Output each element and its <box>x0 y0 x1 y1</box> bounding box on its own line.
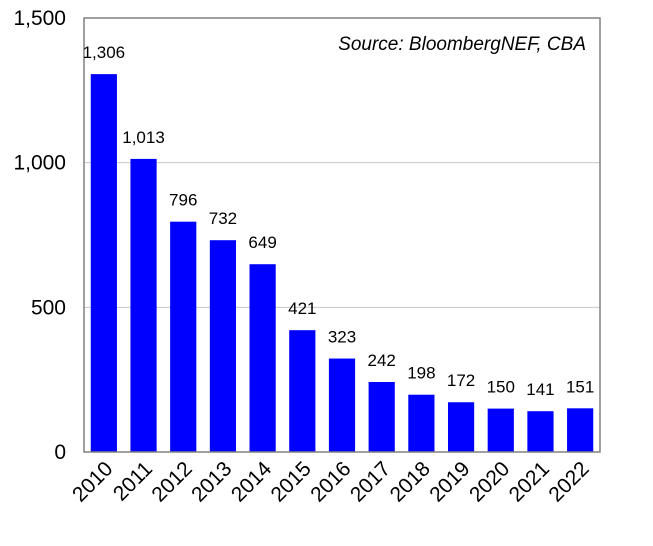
bar-2018 <box>408 394 435 452</box>
plot-frame <box>83 17 601 453</box>
data-labels: 1,306 1,013 796 732 649 421 323 242 198 172 150 141… <box>83 43 595 399</box>
data-label-2013: 732 <box>209 209 237 228</box>
bar-2022 <box>567 408 594 452</box>
bars <box>90 74 594 452</box>
x-tick-label: 2022 <box>544 457 593 506</box>
bar-2019 <box>447 402 475 452</box>
x-tick-label: 2021 <box>505 457 554 506</box>
data-label-2014: 649 <box>248 233 276 252</box>
x-tick-label: 2020 <box>465 457 514 506</box>
data-label-2020: 150 <box>487 378 515 397</box>
data-label-2010: 1,306 <box>83 43 126 62</box>
x-tick-label: 2012 <box>147 457 196 506</box>
x-tick-label: 2013 <box>187 457 236 506</box>
data-label-2022: 151 <box>566 377 594 396</box>
x-tick-label: 2016 <box>306 457 355 506</box>
data-label-2015: 421 <box>288 299 316 318</box>
bar-2015 <box>289 330 316 452</box>
x-tick-label: 2011 <box>109 457 157 505</box>
y-axis-ticks: 0 500 1,000 1,500 <box>13 7 66 464</box>
bar-2012 <box>170 221 197 452</box>
x-tick-label: 2019 <box>425 457 474 506</box>
data-label-2011: 1,013 <box>122 128 165 147</box>
y-tick-label: 1,000 <box>13 152 66 175</box>
x-axis-ticks: 2010201120122013201420152016201720182019… <box>68 457 594 507</box>
bar-2010 <box>90 74 117 452</box>
bar-2017 <box>368 381 395 452</box>
y-tick-label: 1,500 <box>13 7 66 30</box>
data-label-2016: 323 <box>328 328 356 347</box>
y-tick-label: 500 <box>31 296 66 319</box>
gridlines <box>84 162 600 308</box>
bar-2016 <box>328 358 356 452</box>
x-tick-label: 2018 <box>386 457 435 506</box>
bar-2021 <box>527 411 554 452</box>
y-tick-label: 0 <box>54 441 66 464</box>
bar-2020 <box>487 408 514 452</box>
data-label-2018: 198 <box>407 364 435 383</box>
bar-2014 <box>249 264 276 452</box>
x-tick-label: 2017 <box>346 457 395 506</box>
source-annotation: Source: BloombergNEF, CBA <box>338 34 586 55</box>
data-label-2017: 242 <box>368 351 396 370</box>
bar-2011 <box>130 158 157 452</box>
x-tick-label: 2015 <box>267 457 316 506</box>
data-label-2021: 141 <box>526 380 554 399</box>
x-tick-label: 2014 <box>227 457 277 507</box>
x-tick-label: 2010 <box>68 457 117 506</box>
bar-2013 <box>209 240 237 452</box>
data-label-2012: 796 <box>169 191 197 210</box>
data-label-2019: 172 <box>447 371 475 390</box>
